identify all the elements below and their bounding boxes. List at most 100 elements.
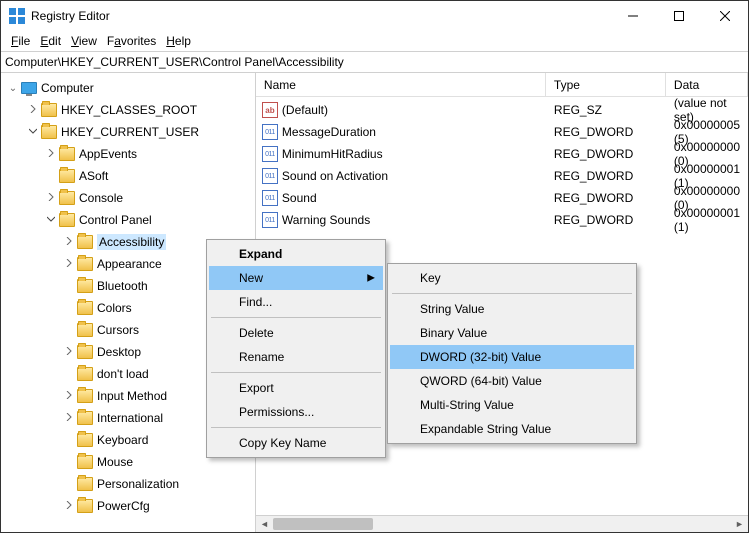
ctx-new-binary[interactable]: Binary Value <box>390 321 634 345</box>
value-name: Warning Sounds <box>282 213 370 227</box>
submenu-arrow-icon: ▶ <box>367 273 375 284</box>
tree-label: Control Panel <box>79 213 152 227</box>
col-type-header[interactable]: Type <box>546 73 666 96</box>
menu-edit[interactable]: Edit <box>36 32 65 50</box>
folder-icon <box>59 213 75 227</box>
tree-item[interactable]: Console <box>1 187 255 209</box>
menu-file[interactable]: File <box>7 32 34 50</box>
binary-value-icon <box>262 190 278 206</box>
ctx-new-dword[interactable]: DWORD (32-bit) Value <box>390 345 634 369</box>
minimize-button[interactable] <box>610 1 656 31</box>
tree-item[interactable]: Personalization <box>1 473 255 495</box>
context-submenu-new: Key String Value Binary Value DWORD (32-… <box>387 263 637 444</box>
tree-item[interactable]: Control Panel <box>1 209 255 231</box>
titlebar: Registry Editor <box>1 1 748 31</box>
tree-label: Mouse <box>97 455 133 469</box>
scroll-left-icon[interactable]: ◄ <box>256 516 273 533</box>
expander-icon[interactable] <box>43 193 59 204</box>
tree-label: AppEvents <box>79 147 137 161</box>
string-value-icon <box>262 102 278 118</box>
tree-root[interactable]: ⌄ Computer <box>1 77 255 99</box>
separator <box>211 372 381 373</box>
value-name: (Default) <box>282 103 328 117</box>
maximize-icon <box>674 11 684 21</box>
expander-icon[interactable] <box>61 347 77 358</box>
tree-label: Console <box>79 191 123 205</box>
separator <box>392 293 632 294</box>
menu-help[interactable]: Help <box>162 32 195 50</box>
value-name: Sound on Activation <box>282 169 388 183</box>
folder-icon <box>77 257 93 271</box>
expander-icon[interactable] <box>61 259 77 270</box>
col-name-header[interactable]: Name <box>256 73 546 96</box>
ctx-expand[interactable]: Expand <box>209 242 383 266</box>
maximize-button[interactable] <box>656 1 702 31</box>
expander-icon[interactable] <box>25 105 41 116</box>
expander-icon[interactable] <box>61 501 77 512</box>
tree-item[interactable]: PowerCfg <box>1 495 255 517</box>
ctx-find[interactable]: Find... <box>209 290 383 314</box>
folder-icon <box>77 323 93 337</box>
value-name: MessageDuration <box>282 125 376 139</box>
value-name: Sound <box>282 191 317 205</box>
binary-value-icon <box>262 146 278 162</box>
address-bar[interactable]: Computer\HKEY_CURRENT_USER\Control Panel… <box>1 51 748 73</box>
expander-icon[interactable]: ⌄ <box>5 83 21 94</box>
ctx-delete[interactable]: Delete <box>209 321 383 345</box>
expander-icon[interactable] <box>61 413 77 424</box>
folder-icon <box>77 477 93 491</box>
folder-icon <box>41 103 57 117</box>
value-type: REG_DWORD <box>546 213 666 227</box>
context-menu: Expand New ▶ Find... Delete Rename Expor… <box>206 239 386 458</box>
tree-label: Desktop <box>97 345 141 359</box>
ctx-new-expandstring[interactable]: Expandable String Value <box>390 417 634 441</box>
separator <box>211 427 381 428</box>
scroll-thumb[interactable] <box>273 518 373 530</box>
tree-label: Accessibility <box>97 235 166 249</box>
window-controls <box>610 1 748 31</box>
ctx-new[interactable]: New ▶ <box>209 266 383 290</box>
expander-icon[interactable] <box>43 149 59 160</box>
folder-icon <box>77 433 93 447</box>
ctx-rename[interactable]: Rename <box>209 345 383 369</box>
folder-icon <box>77 389 93 403</box>
expander-icon[interactable] <box>61 391 77 402</box>
tree-item[interactable]: HKEY_CURRENT_USER <box>1 121 255 143</box>
app-icon <box>9 8 25 24</box>
tree-label: Computer <box>41 81 94 95</box>
tree-item[interactable]: AppEvents <box>1 143 255 165</box>
expander-icon[interactable] <box>43 215 59 226</box>
ctx-new-key[interactable]: Key <box>390 266 634 290</box>
expander-icon[interactable] <box>61 237 77 248</box>
ctx-export[interactable]: Export <box>209 376 383 400</box>
ctx-new-multistring[interactable]: Multi-String Value <box>390 393 634 417</box>
tree-label: HKEY_CURRENT_USER <box>61 125 199 139</box>
menu-favorites[interactable]: Favorites <box>103 32 160 50</box>
tree-label: Personalization <box>97 477 179 491</box>
list-row[interactable]: Warning SoundsREG_DWORD0x00000001 (1) <box>256 209 748 231</box>
scroll-right-icon[interactable]: ► <box>731 516 748 533</box>
menu-view[interactable]: View <box>67 32 101 50</box>
ctx-new-string[interactable]: String Value <box>390 297 634 321</box>
menubar: File Edit View Favorites Help <box>1 31 748 51</box>
tree-item[interactable]: ASoft <box>1 165 255 187</box>
tree-label: ASoft <box>79 169 108 183</box>
folder-icon <box>59 169 75 183</box>
folder-icon <box>77 411 93 425</box>
col-data-header[interactable]: Data <box>666 73 748 96</box>
folder-icon <box>41 125 57 139</box>
tree-label: Colors <box>97 301 132 315</box>
folder-icon <box>77 367 93 381</box>
horizontal-scrollbar[interactable]: ◄ ► <box>256 515 748 532</box>
ctx-permissions[interactable]: Permissions... <box>209 400 383 424</box>
ctx-copy-key-name[interactable]: Copy Key Name <box>209 431 383 455</box>
folder-icon <box>77 279 93 293</box>
ctx-new-label: New <box>239 271 263 285</box>
tree-label: Input Method <box>97 389 167 403</box>
value-type: REG_SZ <box>546 103 666 117</box>
tree-item[interactable]: HKEY_CLASSES_ROOT <box>1 99 255 121</box>
close-button[interactable] <box>702 1 748 31</box>
expander-icon[interactable] <box>25 127 41 138</box>
scroll-track[interactable] <box>273 516 731 532</box>
ctx-new-qword[interactable]: QWORD (64-bit) Value <box>390 369 634 393</box>
